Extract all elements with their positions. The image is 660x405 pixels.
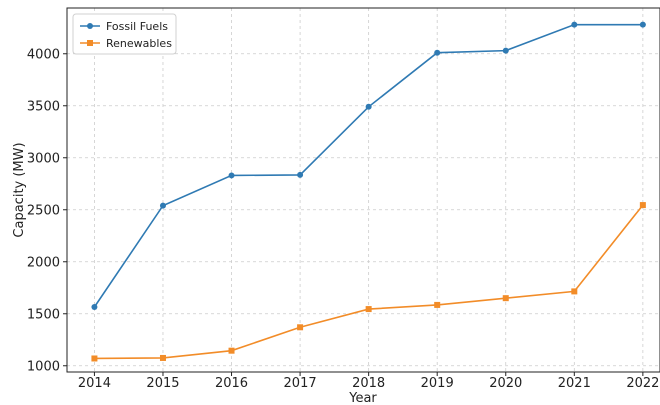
data-point-renewables <box>502 295 509 302</box>
data-point-fossil-fuels <box>571 21 578 28</box>
data-point-fossil-fuels <box>502 47 509 54</box>
x-tick-label: 2015 <box>146 376 179 391</box>
y-tick-label: 1500 <box>27 307 60 322</box>
series-layer <box>91 21 646 362</box>
legend-label-fossil-fuels: Fossil Fuels <box>106 20 168 33</box>
y-axis-label: Capacity (MW) <box>12 142 27 237</box>
x-tick-label: 2020 <box>489 376 522 391</box>
data-point-fossil-fuels <box>434 49 441 56</box>
data-point-renewables <box>297 324 304 331</box>
data-point-renewables <box>571 288 578 295</box>
x-tick-label: 2014 <box>78 376 111 391</box>
legend-marker-fossil-fuels <box>87 23 93 29</box>
y-tick-label: 3500 <box>27 99 60 114</box>
series-fossil-fuels <box>91 21 646 310</box>
x-tick-label: 2016 <box>215 376 248 391</box>
y-tick-label: 3000 <box>27 151 60 166</box>
x-axis: 2014 2015 2016 2017 2018 2019 2020 2021 2022 <box>78 372 659 391</box>
data-point-renewables <box>91 355 98 362</box>
y-tick-label: 2000 <box>27 255 60 270</box>
series-renewables <box>91 202 646 362</box>
y-tick-label: 1000 <box>27 359 60 374</box>
legend-label-renewables: Renewables <box>106 37 172 50</box>
legend-box <box>72 13 177 55</box>
series-line-renewables <box>94 204 644 360</box>
data-point-fossil-fuels <box>639 21 646 28</box>
plot-frame <box>66 7 660 373</box>
legend: Fossil Fuels Renewables <box>72 13 177 55</box>
x-tick-label: 2018 <box>352 376 385 391</box>
x-tick-label: 2022 <box>626 376 659 391</box>
data-point-fossil-fuels <box>91 304 98 310</box>
data-point-fossil-fuels <box>159 202 166 209</box>
x-tick-label: 2017 <box>284 376 317 391</box>
data-point-fossil-fuels <box>228 172 235 179</box>
data-point-fossil-fuels <box>365 103 372 110</box>
x-tick-label: 2019 <box>421 376 454 391</box>
legend-marker-renewables <box>87 40 93 46</box>
data-point-fossil-fuels <box>297 171 304 178</box>
data-point-renewables <box>365 306 372 313</box>
grid-lines <box>67 8 660 372</box>
data-point-renewables <box>228 347 235 354</box>
y-axis: 1000 1500 2000 2500 3000 3500 4000 <box>27 47 67 374</box>
data-point-renewables <box>639 202 646 209</box>
data-point-renewables <box>159 354 166 361</box>
x-axis-label: Year <box>348 391 377 405</box>
y-tick-label: 4000 <box>27 47 60 62</box>
data-point-renewables <box>434 301 441 308</box>
y-tick-label: 2500 <box>27 203 60 218</box>
x-tick-label: 2021 <box>558 376 591 391</box>
